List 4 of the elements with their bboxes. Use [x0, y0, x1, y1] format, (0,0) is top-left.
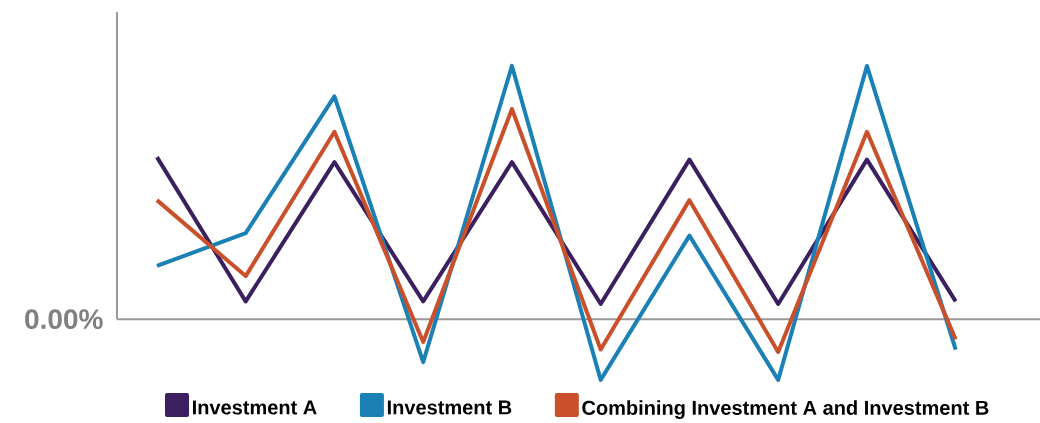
legend-label: Combining Investment A and Investment B	[582, 400, 989, 419]
text: 0.00%	[25, 309, 103, 330]
legend-label: Investment B	[387, 400, 512, 415]
legend-label: Investment A	[193, 400, 317, 415]
